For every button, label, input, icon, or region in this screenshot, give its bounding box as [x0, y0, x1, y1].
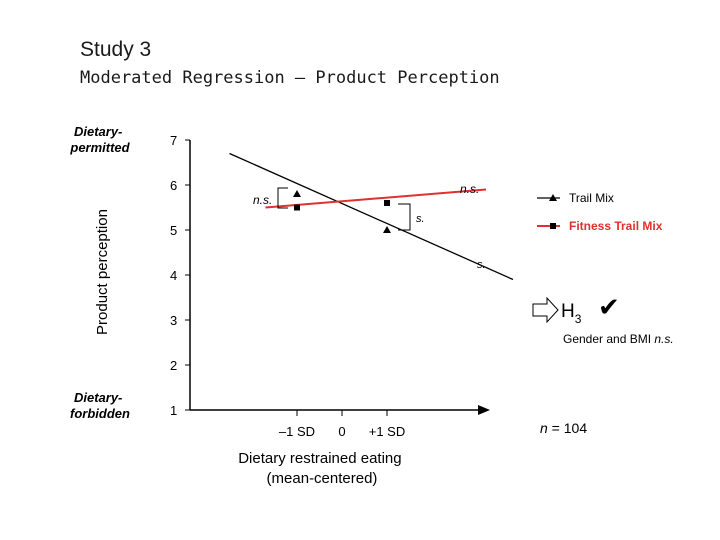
- y-tick-group: 1 2 3 4 5 6 7: [170, 133, 190, 418]
- x-tick-label: –1 SD: [279, 424, 315, 439]
- slide-title: Study 3: [80, 38, 152, 61]
- legend-marker-square: [550, 223, 556, 229]
- x-axis-arrowhead: [478, 405, 490, 415]
- hollow-right-arrow-icon: [532, 296, 559, 324]
- chart-axes: [189, 140, 490, 415]
- s-right-annotation: s.: [477, 259, 486, 271]
- y-tick-label: 4: [170, 268, 177, 283]
- data-point-triangle: [293, 190, 301, 197]
- slide-subtitle: Moderated Regression – Product Perceptio…: [80, 68, 500, 88]
- data-point-square: [294, 204, 300, 211]
- ns-right-annotation: n.s.: [460, 182, 479, 196]
- chart-legend: Trail Mix Fitness Trail Mix: [537, 191, 663, 233]
- bracket-right: [398, 203, 411, 231]
- data-point-triangle: [383, 226, 391, 233]
- x-tick-label: +1 SD: [369, 424, 406, 439]
- sample-size-label: n = 104: [540, 420, 587, 436]
- legend-label: Trail Mix: [569, 191, 614, 205]
- series-line: [265, 188, 487, 209]
- y-axis-label: Product perception: [94, 209, 111, 335]
- y-tick-label: 2: [170, 358, 177, 373]
- x-tick-label: 0: [338, 424, 345, 439]
- series-line: [229, 152, 514, 281]
- y-tick-label: 5: [170, 223, 177, 238]
- y-tick-label: 7: [170, 133, 177, 148]
- y-tick-label: 3: [170, 313, 177, 328]
- x-tick-group: –1 SD 0 +1 SD: [279, 410, 405, 439]
- bracket-left: [277, 187, 288, 209]
- x-axis-label: Dietary restrained eating (mean-centered…: [238, 450, 406, 487]
- y-tick-label: 6: [170, 178, 177, 193]
- y-tick-label: 1: [170, 403, 177, 418]
- legend-marker-triangle: [549, 194, 557, 201]
- ns-left-annotation: n.s.: [253, 193, 272, 207]
- series-group: [229, 152, 514, 281]
- data-point-square: [384, 200, 390, 206]
- dietary-forbidden-label: Dietary- forbidden: [70, 390, 130, 421]
- gender-bmi-note: Gender and BMI n.s.: [563, 332, 674, 346]
- s-mid-annotation: s.: [416, 213, 425, 225]
- dietary-permitted-label: Dietary- permitted: [69, 124, 130, 155]
- legend-label: Fitness Trail Mix: [569, 219, 663, 233]
- checkmark-icon: ✔: [598, 293, 620, 323]
- hypothesis-label: H3: [561, 301, 582, 326]
